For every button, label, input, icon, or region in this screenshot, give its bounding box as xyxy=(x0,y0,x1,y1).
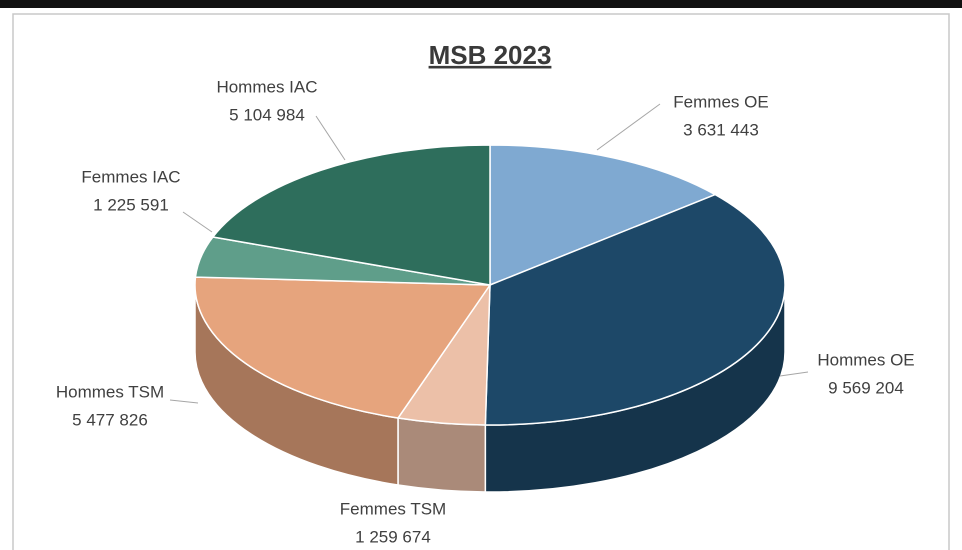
leader-line xyxy=(315,115,346,161)
leader-line xyxy=(779,371,809,377)
category-label: Hommes IAC xyxy=(216,77,317,96)
category-label: Femmes IAC xyxy=(81,167,180,186)
top-bar xyxy=(0,0,962,8)
pie-sides xyxy=(194,284,786,493)
value-label: 5 104 984 xyxy=(229,105,305,124)
slice-side xyxy=(397,417,487,493)
leader-line xyxy=(169,399,199,404)
chart-title: MSB 2023 xyxy=(429,40,552,70)
leader-line xyxy=(182,211,213,233)
slice xyxy=(194,276,492,419)
data-labels: Femmes OE 3 631 443 Hommes OE 9 569 204 Femm… xyxy=(56,77,915,546)
value-label: 1 259 674 xyxy=(355,527,431,546)
value-label: 1 225 591 xyxy=(93,195,169,214)
category-label: Femmes TSM xyxy=(340,499,446,518)
pie-tops xyxy=(194,144,786,426)
slice xyxy=(211,144,491,286)
leader-line xyxy=(596,103,661,151)
slice xyxy=(484,193,786,426)
category-label: Hommes OE xyxy=(817,350,914,369)
slice xyxy=(489,144,717,287)
value-label: 5 477 826 xyxy=(72,410,148,429)
value-label: 9 569 204 xyxy=(828,378,904,397)
category-label: Femmes OE xyxy=(673,92,768,111)
value-label: 3 631 443 xyxy=(683,120,759,139)
category-label: Hommes TSM xyxy=(56,382,164,401)
